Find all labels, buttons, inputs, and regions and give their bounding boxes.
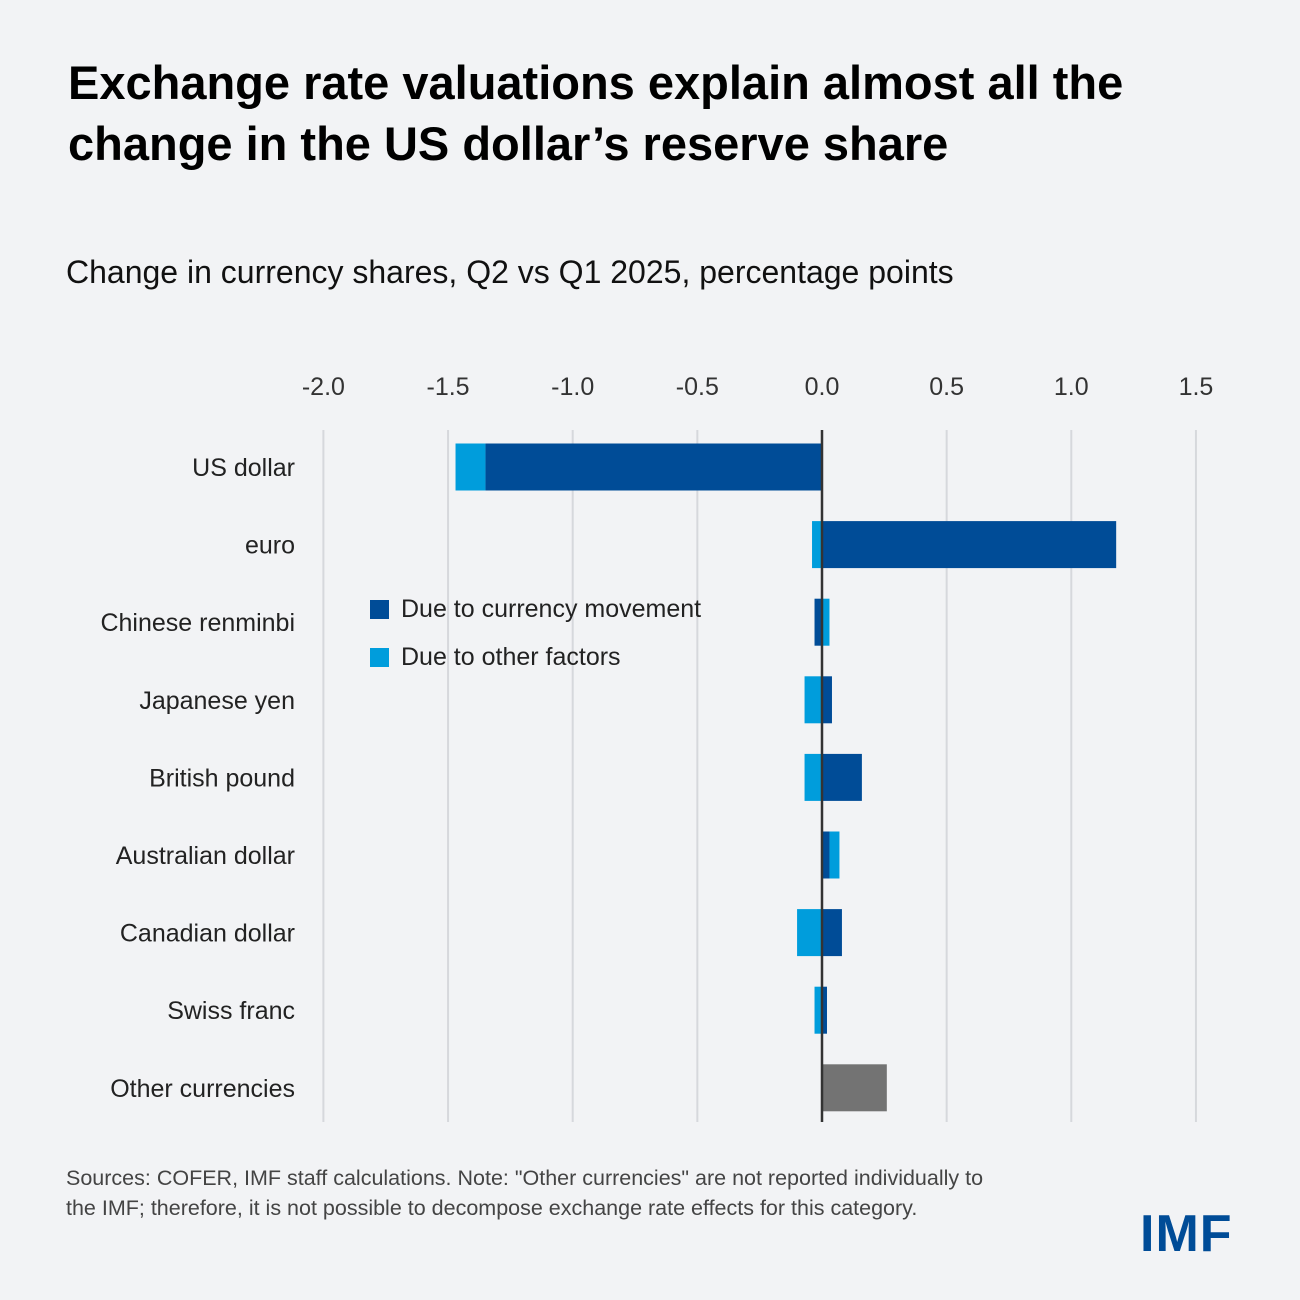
legend: Due to currency movement Due to other fa… (370, 585, 701, 681)
bar-segment (814, 598, 822, 646)
legend-label: Due to currency movement (401, 594, 702, 623)
legend-swatch (370, 647, 389, 667)
bar-segment (822, 831, 830, 879)
bar-segment (822, 986, 827, 1034)
category-label: euro (245, 532, 295, 560)
category-label: Swiss franc (167, 997, 295, 1025)
bar-segment (804, 676, 822, 724)
imf-logo: IMF (1140, 1205, 1233, 1263)
bar-segment (804, 753, 822, 801)
x-tick-label: -1.5 (427, 373, 470, 401)
x-tick-label: -0.5 (676, 373, 719, 401)
bar-segment (812, 521, 822, 569)
bar-segment (797, 909, 822, 957)
x-tick-label: 1.5 (1179, 373, 1214, 401)
bar-segment (822, 1064, 887, 1112)
category-label: Japanese yen (139, 687, 295, 715)
category-label: British pound (149, 764, 295, 792)
category-label: US dollar (192, 454, 295, 482)
bar-segment (822, 909, 842, 957)
bar-segment (829, 831, 840, 879)
bar-segment (455, 443, 486, 491)
legend-item-other-factors: Due to other factors (370, 633, 701, 681)
legend-label: Due to other factors (401, 642, 621, 671)
x-tick-label: 1.0 (1054, 373, 1089, 401)
legend-item-currency-movement: Due to currency movement (370, 585, 701, 633)
bar-segment (485, 443, 822, 491)
chart-title: Exchange rate valuations explain almost … (68, 56, 1124, 170)
x-tick-label: -1.0 (551, 373, 594, 401)
bar-segment (822, 676, 832, 724)
category-label: Other currencies (110, 1075, 295, 1103)
x-tick-label: 0.5 (929, 373, 964, 401)
category-label: Canadian dollar (120, 920, 295, 948)
bar-segment (822, 598, 830, 646)
category-label: Australian dollar (116, 842, 295, 870)
x-tick-label: 0.0 (805, 373, 840, 401)
source-note: Sources: COFER, IMF staff calculations. … (66, 1166, 984, 1220)
bar-segment (814, 986, 822, 1034)
legend-swatch (370, 599, 389, 619)
category-label: Chinese renminbi (100, 609, 295, 637)
bar-segment (822, 521, 1117, 569)
chart-subtitle: Change in currency shares, Q2 vs Q1 2025… (66, 254, 954, 290)
bar-segment (822, 753, 862, 801)
x-tick-label: -2.0 (302, 373, 345, 401)
